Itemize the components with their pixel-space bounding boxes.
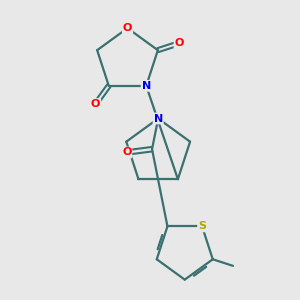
Text: O: O [175, 38, 184, 48]
Text: S: S [198, 221, 206, 231]
Text: N: N [142, 81, 151, 91]
Text: O: O [91, 99, 100, 109]
Text: O: O [122, 148, 131, 158]
Text: O: O [123, 23, 132, 33]
Text: N: N [154, 113, 163, 124]
